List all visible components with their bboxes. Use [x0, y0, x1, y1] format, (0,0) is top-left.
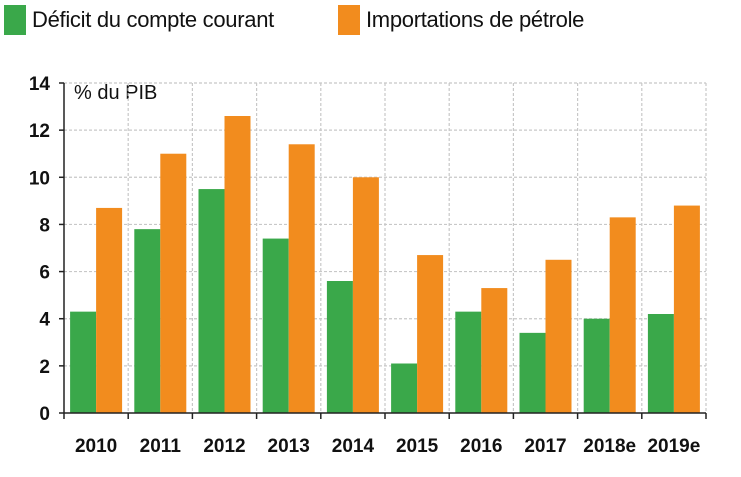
x-tick-label-2019e: 2019e	[647, 436, 700, 457]
bar-deficit-2015	[391, 363, 418, 413]
x-tick-label-2012: 2012	[203, 436, 245, 457]
y-tick-label-4: 4	[39, 310, 50, 331]
legend-item-deficit: Déficit du compte courant	[4, 4, 274, 36]
bar-oil-imports-2014	[352, 177, 379, 413]
bar-oil-imports-2015	[417, 255, 444, 413]
bar-deficit-2017	[519, 332, 546, 413]
legend-swatch-deficit	[4, 5, 26, 35]
y-tick-label-12: 12	[29, 121, 50, 142]
x-tick-label-2017: 2017	[524, 436, 566, 457]
y-tick-label-10: 10	[29, 168, 50, 189]
bar-oil-imports-2017	[545, 259, 572, 413]
bar-deficit-2013	[262, 238, 289, 413]
y-tick-label-8: 8	[39, 215, 50, 236]
bar-deficit-2012	[198, 189, 225, 413]
x-tick-label-2015: 2015	[396, 436, 439, 457]
bar-oil-imports-2012	[224, 116, 251, 413]
y-tick-label-2: 2	[39, 357, 50, 378]
bar-deficit-2011	[134, 229, 161, 413]
bar-deficit-2014	[326, 281, 353, 413]
x-tick-label-2010: 2010	[75, 436, 117, 457]
bar-oil-imports-2019e	[673, 205, 700, 413]
x-tick-label-2016: 2016	[460, 436, 502, 457]
bar-deficit-2010	[70, 311, 97, 413]
y-axis-unit-label: % du PIB	[74, 82, 158, 104]
legend-swatch-oil-imports	[338, 5, 360, 35]
bar-deficit-2016	[455, 311, 482, 413]
x-tick-label-2014: 2014	[332, 436, 375, 457]
y-tick-label-6: 6	[39, 263, 50, 284]
bar-oil-imports-2011	[160, 153, 187, 413]
legend-label-oil-imports: Importations de pétrole	[366, 7, 585, 32]
bar-oil-imports-2018e	[609, 217, 636, 413]
legend-label-deficit: Déficit du compte courant	[32, 7, 274, 32]
bar-oil-imports-2013	[288, 144, 315, 414]
x-tick-label-2018e: 2018e	[583, 436, 636, 457]
bar-oil-imports-2016	[481, 288, 508, 413]
y-tick-label-14: 14	[29, 74, 51, 95]
legend-item-oil-imports: Importations de pétrole	[338, 4, 584, 36]
bar-deficit-2018e	[583, 318, 610, 413]
bar-oil-imports-2010	[96, 207, 123, 413]
bar-deficit-2019e	[647, 314, 674, 413]
x-tick-label-2011: 2011	[140, 436, 182, 457]
x-tick-label-2013: 2013	[268, 436, 310, 457]
y-tick-label-0: 0	[39, 404, 50, 425]
